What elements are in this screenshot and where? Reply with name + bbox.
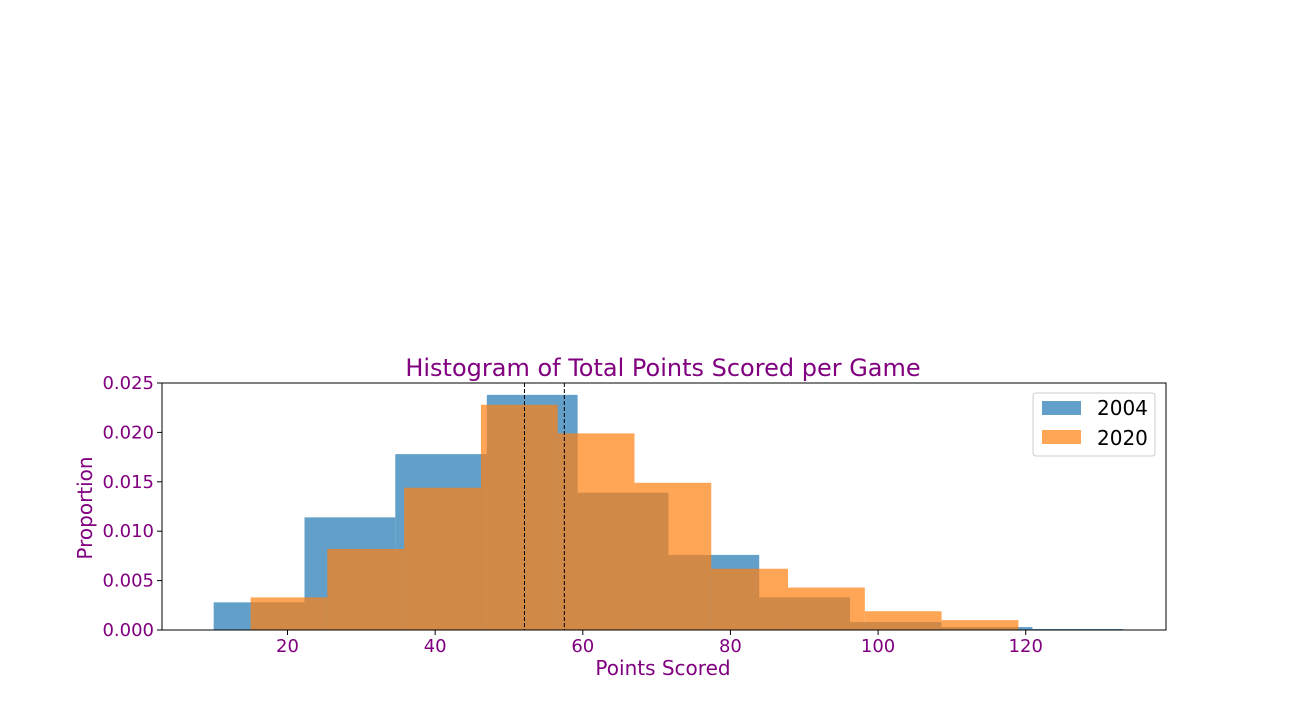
legend: 2004 2020 bbox=[1032, 392, 1156, 457]
x-axis-ticks: 20 40 60 80 100 120 bbox=[276, 630, 1043, 657]
bar-2020-6 bbox=[711, 568, 789, 630]
x-tick-label-120: 120 bbox=[1009, 636, 1043, 657]
bar-2020-8 bbox=[864, 611, 942, 630]
x-axis-label: Points Scored bbox=[595, 656, 730, 680]
legend-label-2004: 2004 bbox=[1097, 396, 1148, 420]
x-tick-label-20: 20 bbox=[276, 636, 299, 657]
y-axis-ticks: 0.000 0.005 0.010 0.015 0.020 0.025 bbox=[102, 373, 162, 641]
y-tick-label-3: 0.015 bbox=[102, 472, 154, 493]
bar-2020-9 bbox=[941, 620, 1019, 630]
bar-2020-4 bbox=[557, 433, 635, 630]
bar-2020-7 bbox=[788, 587, 865, 630]
histogram-bars bbox=[213, 394, 1124, 630]
bar-2020-2 bbox=[404, 487, 481, 630]
x-tick-label-100: 100 bbox=[861, 636, 895, 657]
y-tick-label-5: 0.025 bbox=[102, 373, 154, 394]
x-tick-label-80: 80 bbox=[719, 636, 742, 657]
legend-swatch-2004 bbox=[1042, 401, 1081, 415]
bar-2020-5 bbox=[634, 482, 712, 630]
x-tick-label-40: 40 bbox=[424, 636, 447, 657]
y-axis-label: Proportion bbox=[73, 456, 97, 559]
plot-frame bbox=[161, 382, 1167, 631]
legend-label-2020: 2020 bbox=[1097, 426, 1148, 450]
x-tick-label-60: 60 bbox=[571, 636, 594, 657]
y-tick-label-2: 0.010 bbox=[102, 521, 154, 542]
mean-lines bbox=[523, 383, 565, 630]
bar-2020-3 bbox=[480, 404, 558, 630]
bar-2020-0 bbox=[250, 597, 328, 630]
y-tick-label-4: 0.020 bbox=[102, 422, 154, 443]
bar-2020-1 bbox=[327, 548, 405, 630]
legend-swatch-2020 bbox=[1042, 430, 1081, 444]
y-tick-label-1: 0.005 bbox=[102, 571, 154, 592]
y-tick-label-0: 0.000 bbox=[102, 620, 154, 641]
chart-title: Histogram of Total Points Scored per Gam… bbox=[405, 354, 920, 382]
